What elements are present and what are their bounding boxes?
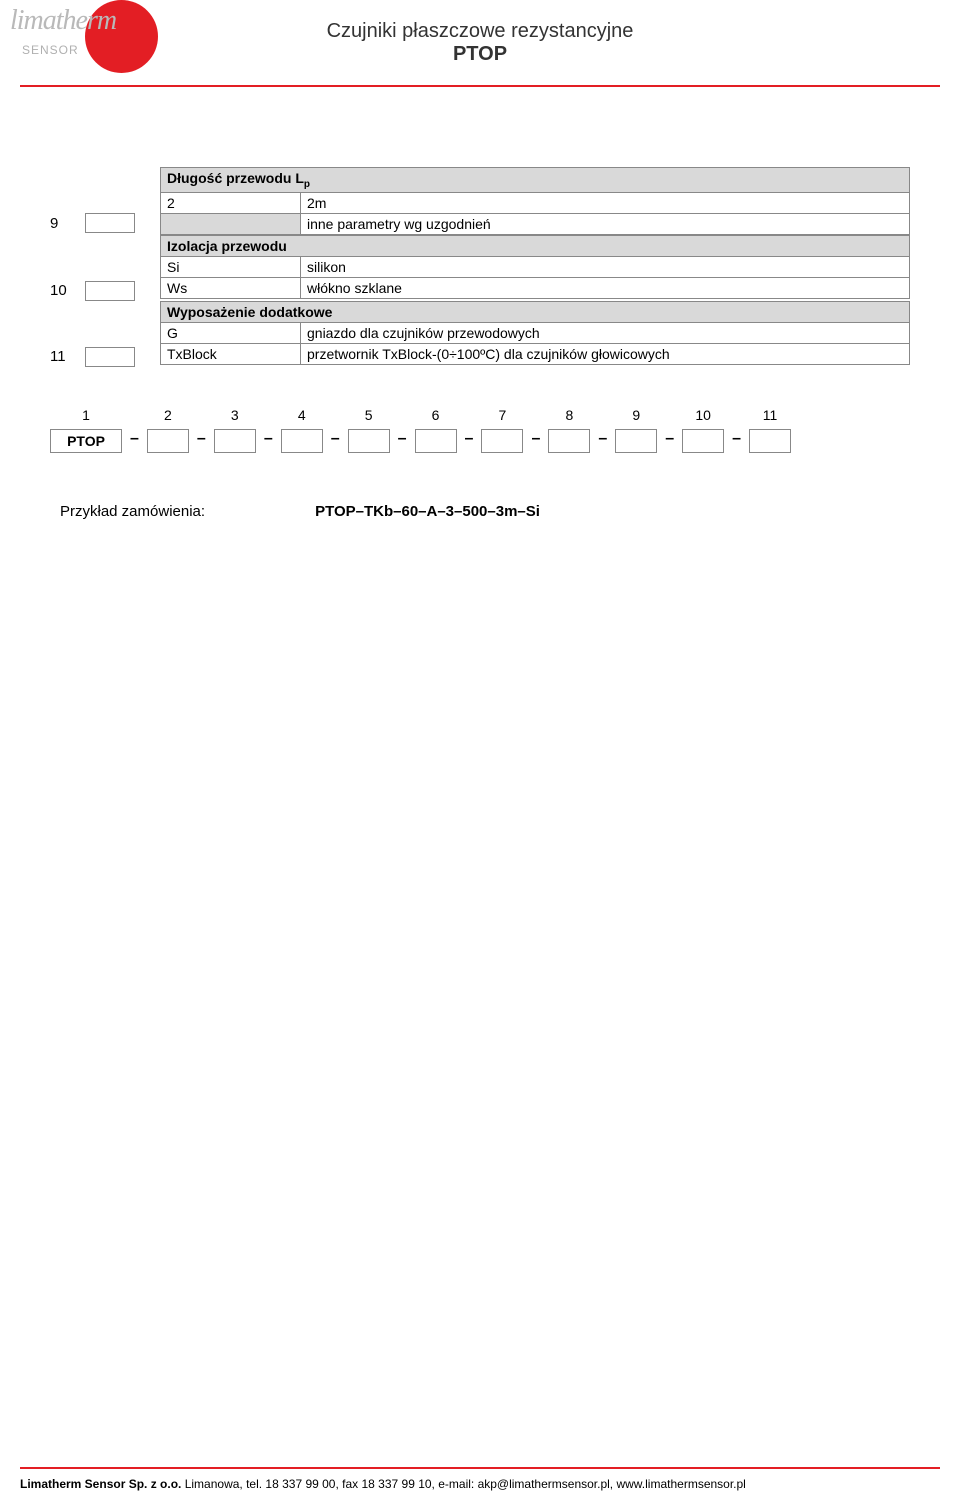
spec-number: 10 [50,282,75,299]
order-code-position: 7 [481,407,523,453]
spec-section: 10 Izolacja przewoduSisilikonWswłókno szk… [50,235,910,301]
order-code-box[interactable] [481,429,523,453]
spec-row: Wswłókno szklane [161,277,910,298]
order-code-position: 6 [415,407,457,453]
spec-code: 2 [161,192,301,213]
order-code-box[interactable] [214,429,256,453]
footer-details: Limanowa, tel. 18 337 99 00, fax 18 337 … [181,1477,745,1491]
spec-code: Ws [161,277,301,298]
spec-input-box[interactable] [85,347,135,367]
order-code-number: 7 [499,407,507,425]
spec-table: Izolacja przewoduSisilikonWswłókno szkla… [160,235,910,299]
spec-desc: przetwornik TxBlock-(0÷100ºC) dla czujni… [301,343,910,364]
order-code-position: 8 [548,407,590,453]
spec-number: 9 [50,215,75,232]
example-value: PTOP–TKb–60–A–3–500–3m–Si [315,503,540,520]
order-code-position: 11 [749,407,791,453]
page-title: Czujniki płaszczowe rezystancyjne [40,20,920,43]
order-code-row: 1PTOP–2–3–4–5–6–7–8–9–10–11 [0,407,960,453]
spec-row: Ggniazdo dla czujników przewodowych [161,322,910,343]
example-row: Przykład zamówienia: PTOP–TKb–60–A–3–500… [0,503,960,520]
order-code-number: 10 [695,407,711,425]
order-code-dash: – [590,429,615,453]
order-code-number: 5 [365,407,373,425]
order-code-dash: – [390,429,415,453]
order-code-box[interactable] [348,429,390,453]
order-code-box[interactable] [147,429,189,453]
order-code-number: 1 [82,407,90,425]
spec-section: 11 Wyposażenie dodatkoweGgniazdo dla czuj… [50,301,910,367]
spec-row: TxBlockprzetwornik TxBlock-(0÷100ºC) dla… [161,343,910,364]
spec-code: Si [161,256,301,277]
page-header: limatherm SENSOR Czujniki płaszczowe rez… [0,0,960,85]
spec-row: 22m [161,192,910,213]
spec-desc: włókno szklane [301,277,910,298]
order-code-box[interactable] [749,429,791,453]
order-code-box[interactable] [615,429,657,453]
order-code-dash: – [523,429,548,453]
spec-input-box[interactable] [85,213,135,233]
spec-desc: inne parametry wg uzgodnień [301,213,910,234]
logo-subtext: SENSOR [22,43,79,57]
footer-company: Limatherm Sensor Sp. z o.o. [20,1477,181,1491]
spec-table: Wyposażenie dodatkoweGgniazdo dla czujni… [160,301,910,365]
order-code-number: 9 [632,407,640,425]
spec-section: 9 Długość przewodu Lp22minne parametry wg… [50,167,910,235]
order-code-position: 5 [348,407,390,453]
order-code-position: 2 [147,407,189,453]
order-code-box[interactable] [281,429,323,453]
order-code-dash: – [724,429,749,453]
order-code-dash: – [122,429,147,453]
spec-index-block: 11 [50,345,160,367]
spec-number: 11 [50,348,75,365]
page-footer: Limatherm Sensor Sp. z o.o. Limanowa, te… [0,1467,960,1491]
order-code-position: 3 [214,407,256,453]
order-code-number: 6 [432,407,440,425]
spec-header: Długość przewodu Lp [161,168,910,193]
order-code-position: 4 [281,407,323,453]
order-code-number: 2 [164,407,172,425]
order-code-number: 3 [231,407,239,425]
page-subtitle: PTOP [40,43,920,66]
spec-code: G [161,322,301,343]
order-code-box[interactable]: PTOP [50,429,122,453]
logo: limatherm SENSOR [10,5,116,37]
spec-index-block: 9 [50,211,160,233]
order-code-box[interactable] [415,429,457,453]
order-code-position: 10 [682,407,724,453]
spec-desc: gniazdo dla czujników przewodowych [301,322,910,343]
spec-desc: 2m [301,192,910,213]
spec-table: Długość przewodu Lp22minne parametry wg … [160,167,910,235]
order-code-number: 4 [298,407,306,425]
order-code-position: 9 [615,407,657,453]
order-code-dash: – [189,429,214,453]
footer-divider [20,1467,940,1469]
spec-row: Sisilikon [161,256,910,277]
page-title-block: Czujniki płaszczowe rezystancyjne PTOP [40,10,920,66]
footer-text: Limatherm Sensor Sp. z o.o. Limanowa, te… [0,1477,960,1491]
order-code-box[interactable] [682,429,724,453]
spec-row: inne parametry wg uzgodnień [161,213,910,234]
order-code-position: 1 PTOP [50,407,122,453]
spec-code: TxBlock [161,343,301,364]
example-label: Przykład zamówienia: [60,503,205,520]
spec-input-box[interactable] [85,281,135,301]
content-area: 9 Długość przewodu Lp22minne parametry wg… [0,87,960,367]
order-code-number: 11 [763,407,778,425]
order-code-dash: – [657,429,682,453]
spec-desc: silikon [301,256,910,277]
spec-header: Izolacja przewodu [161,235,910,256]
spec-header: Wyposażenie dodatkowe [161,301,910,322]
order-code-dash: – [457,429,482,453]
order-code-box[interactable] [548,429,590,453]
order-code-number: 8 [565,407,573,425]
spec-code [161,213,301,234]
logo-text: limatherm [10,5,116,37]
order-code-dash: – [256,429,281,453]
spec-index-block: 10 [50,279,160,301]
order-code-dash: – [323,429,348,453]
